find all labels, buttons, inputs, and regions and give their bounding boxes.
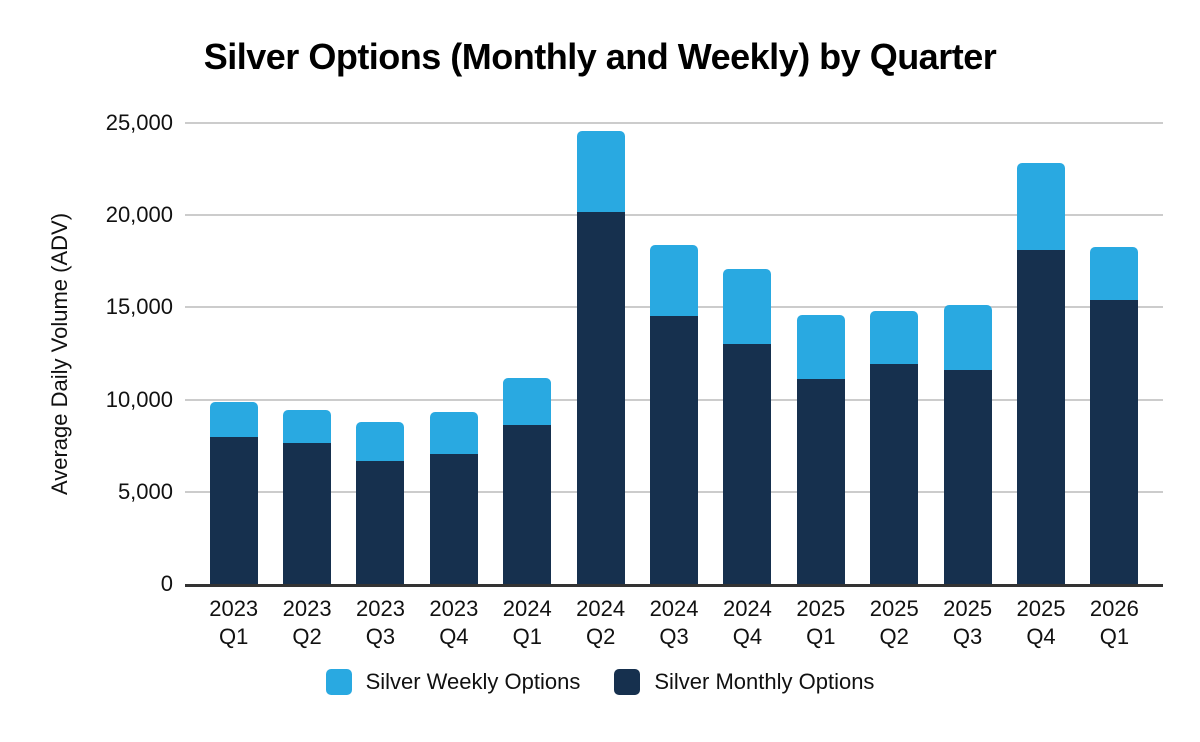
bar-group	[197, 123, 270, 584]
bar-segment-monthly	[503, 425, 552, 584]
x-axis-label: 2026 Q1	[1089, 596, 1139, 649]
y-axis-title-box: Average Daily Volume (ADV)	[47, 123, 75, 584]
bars-container	[197, 123, 1151, 584]
bar-segment-monthly	[943, 370, 992, 584]
bar-group	[637, 123, 710, 584]
bar-group	[1004, 123, 1077, 584]
bar-segment-monthly	[650, 315, 699, 584]
bar-segment-weekly	[796, 314, 845, 380]
legend-swatch-icon	[325, 669, 352, 695]
bar-segment-weekly	[503, 378, 552, 426]
bar-group	[1078, 123, 1151, 584]
x-axis-label: 2025 Q3	[943, 596, 993, 649]
bar-segment-monthly	[723, 344, 772, 584]
bar-segment-weekly	[356, 421, 405, 462]
bar-group	[858, 123, 931, 584]
stacked-bar	[1090, 246, 1139, 584]
stacked-bar	[503, 378, 552, 584]
stacked-bar	[429, 411, 478, 584]
y-tick-label: 15,000	[105, 294, 173, 320]
y-tick-label: 10,000	[105, 386, 173, 412]
bar-segment-monthly	[429, 454, 478, 584]
legend-item: Silver Monthly Options	[614, 669, 874, 695]
bar-group	[417, 123, 490, 584]
x-axis-label: 2023 Q1	[209, 596, 259, 649]
stacked-bar	[943, 304, 992, 584]
bar-segment-monthly	[209, 436, 258, 584]
y-tick-label: 20,000	[105, 202, 173, 228]
x-axis-tick-labels: 2023 Q1 2023 Q2 2023 Q3 2023 Q4 2024 Q1 2024 …	[197, 595, 1151, 651]
bar-segment-weekly	[209, 402, 258, 437]
plot-area: 0 5,000 10,000 15,000 20,000 25,000 2023 Q1 20…	[106, 110, 1163, 649]
bar-segment-monthly	[796, 379, 845, 584]
bar-group	[344, 123, 417, 584]
legend-label: Silver Monthly Options	[654, 669, 875, 694]
y-tick-label: 0	[160, 571, 173, 596]
bar-segment-monthly	[870, 363, 919, 584]
x-axis-label: 2024 Q1	[502, 596, 552, 649]
bar-segment-weekly	[429, 411, 478, 454]
x-axis-label: 2025 Q1	[796, 596, 846, 649]
legend: Silver Weekly Options Silver Monthly Opti…	[0, 669, 1200, 695]
stacked-bar	[356, 421, 405, 584]
bar-segment-weekly	[870, 311, 919, 364]
bar-segment-weekly	[1090, 246, 1139, 300]
x-axis-label: 2023 Q4	[429, 596, 479, 649]
bar-segment-weekly	[283, 409, 332, 443]
bar-segment-monthly	[356, 461, 405, 584]
stacked-bar	[1016, 162, 1065, 584]
x-axis-label: 2024 Q3	[649, 596, 699, 649]
stacked-bar	[209, 402, 258, 584]
y-axis-title: Average Daily Volume (ADV)	[47, 212, 72, 495]
x-axis-label: 2025 Q2	[869, 596, 919, 649]
stacked-bar	[723, 268, 772, 584]
legend-swatch-icon	[614, 669, 641, 695]
bar-group	[564, 123, 637, 584]
y-axis-tick-labels: 0 5,000 10,000 15,000 20,000 25,000	[106, 110, 1163, 596]
bar-segment-weekly	[650, 244, 699, 316]
x-axis-label: 2025 Q4	[1016, 596, 1066, 649]
bar-group	[491, 123, 564, 584]
gridline-25,000	[185, 122, 1163, 124]
bar-group	[931, 123, 1004, 584]
bar-group	[784, 123, 857, 584]
bar-segment-monthly	[1090, 300, 1139, 584]
stacked-bar	[650, 244, 699, 584]
stacked-bar	[576, 131, 625, 584]
bar-segment-monthly	[283, 442, 332, 584]
chart-title: Silver Options (Monthly and Weekly) by Q…	[203, 36, 997, 77]
y-tick-label: 5,000	[117, 478, 173, 504]
bar-segment-weekly	[576, 131, 625, 213]
legend-item: Silver Weekly Options	[325, 669, 581, 695]
x-axis-label: 2024 Q2	[576, 596, 626, 649]
bar-segment-weekly	[1016, 162, 1065, 251]
x-axis-label: 2023 Q2	[282, 596, 332, 649]
bar-group	[270, 123, 343, 584]
x-axis-label: 2023 Q3	[356, 596, 405, 649]
bar-group	[711, 123, 784, 584]
bar-segment-monthly	[576, 212, 625, 584]
stacked-bar	[283, 409, 332, 584]
stacked-bar	[870, 311, 919, 584]
x-axis-label: 2024 Q4	[722, 596, 772, 649]
bar-segment-weekly	[723, 268, 772, 345]
stacked-bar	[796, 314, 845, 584]
bar-segment-weekly	[943, 304, 992, 371]
legend-label: Silver Weekly Options	[365, 669, 581, 694]
gridline-20,000	[185, 214, 1163, 217]
y-tick-label: 25,000	[105, 110, 173, 135]
bar-segment-monthly	[1016, 250, 1065, 584]
